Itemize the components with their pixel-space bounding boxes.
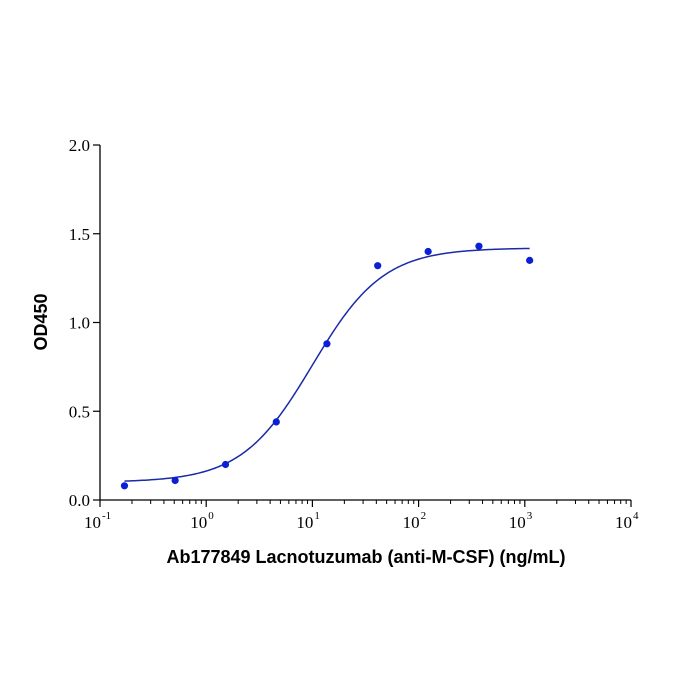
x-tick-base: 10 [615,513,632,532]
x-tick-exponent: 3 [527,510,533,522]
y-tick-label: 2.0 [69,136,90,155]
y-ticks: 0.0 0.5 1.0 1.5 2.0 [69,136,100,510]
x-tick-exponent: 1 [314,510,320,522]
x-ticks: 10 -1 10 0 10 1 10 2 10 3 10 4 [84,500,639,532]
data-point [374,262,382,270]
data-points [120,242,534,490]
y-tick-label: 1.5 [69,225,90,244]
data-point [424,247,432,256]
x-tick-exponent: -1 [102,510,111,522]
x-tick-label: 10 0 [190,510,214,532]
y-tick-label: 0.5 [69,402,90,421]
y-tick-label: 0.0 [69,491,90,510]
x-tick-base: 10 [403,513,420,532]
x-tick-base: 10 [296,513,313,532]
data-point [120,482,129,490]
data-point [323,340,331,348]
fit-curve [124,247,530,482]
x-tick-label: 10 1 [296,510,320,532]
x-tick-exponent: 0 [208,510,214,522]
x-tick-label: 10 4 [615,510,639,532]
x-tick-label: 10 -1 [84,510,111,532]
x-tick-base: 10 [84,513,101,532]
data-point [221,460,230,469]
x-tick-base: 10 [509,513,526,532]
x-tick-exponent: 4 [633,510,639,522]
x-tick-label: 10 2 [403,510,427,532]
x-tick-base: 10 [190,513,207,532]
data-point [526,256,534,264]
data-point [272,418,280,426]
x-axis-title: Ab177849 Lacnotuzumab (anti-M-CSF) (ng/m… [166,547,565,567]
axes [99,145,631,501]
x-tick-exponent: 2 [421,510,427,522]
y-axis-title: OD450 [31,293,51,350]
data-point [171,476,179,485]
x-tick-label: 10 3 [509,510,533,532]
data-point [475,242,483,250]
y-tick-label: 1.0 [69,314,90,333]
